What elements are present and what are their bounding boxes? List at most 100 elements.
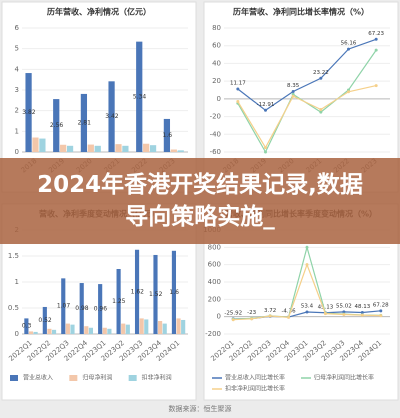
y-tick-label: 0 (15, 148, 19, 156)
bar (60, 144, 67, 152)
point (379, 314, 383, 318)
y-tick-label: -200 (205, 330, 221, 338)
legend-label: 扣非净利润同比增长率 (225, 385, 285, 393)
point (236, 100, 240, 104)
y-tick-label: -40 (210, 130, 221, 138)
bar (80, 93, 88, 152)
point (374, 37, 378, 41)
point (268, 314, 272, 318)
chart-title: 历年营收、净利情况（亿元） (47, 7, 151, 17)
y-tick-label: 60 (212, 42, 221, 50)
point (264, 146, 267, 150)
point (305, 310, 309, 314)
bar (94, 145, 101, 152)
legend-swatch (10, 375, 18, 381)
data-label: 2.81 (78, 119, 92, 126)
y-tick-label: 800 (208, 243, 221, 251)
data-label: 23.22 (313, 70, 329, 76)
bar (115, 144, 122, 152)
data-label: 1.62 (131, 288, 145, 295)
bar (136, 41, 143, 152)
data-label: 8.35 (287, 83, 300, 89)
y-tick-label: 80 (212, 24, 221, 32)
data-label: 0.3 (22, 323, 32, 330)
legend-swatch (69, 375, 78, 381)
point (379, 309, 383, 313)
data-label: 48.13 (354, 304, 370, 310)
y-tick-label: 1 (15, 127, 19, 135)
data-label: 45.13 (318, 304, 334, 310)
point (374, 84, 378, 88)
data-label: 1.6 (169, 289, 179, 296)
data-label: 53.4 (301, 304, 314, 310)
banner-title: 2024年香港开奖结果记录,数据导向策略实施_ (37, 172, 363, 230)
data-label: 3.72 (264, 308, 276, 314)
bar (171, 250, 177, 334)
y-tick-label: 2 (15, 107, 19, 115)
data-label: 3.82 (22, 109, 36, 116)
y-tick-label: 600 (208, 261, 221, 269)
source: 数据来源：恒生聚源 (169, 404, 232, 413)
data-label: 1.25 (112, 298, 126, 305)
bar (32, 137, 39, 152)
data-label: 55.02 (336, 303, 352, 309)
y-tick-label: 0 (15, 330, 19, 338)
bar (139, 318, 144, 334)
point (323, 312, 327, 316)
bar (70, 324, 75, 334)
data-label: 1.07 (57, 303, 71, 310)
data-label: 0.96 (94, 306, 108, 313)
bar (181, 319, 186, 334)
bar (177, 150, 184, 152)
data-label: 1.52 (149, 291, 163, 298)
bar (84, 326, 89, 334)
bar (144, 319, 149, 334)
bar (39, 138, 46, 152)
data-label: 0.52 (38, 317, 52, 324)
point (236, 87, 240, 91)
bar (116, 269, 121, 334)
bar (122, 145, 129, 152)
y-tick-label: 200 (208, 295, 221, 303)
legend-label: 归母净利润 (82, 374, 112, 382)
point (264, 108, 267, 112)
bar (149, 145, 157, 152)
data-label: 1.6 (162, 132, 172, 139)
chart-title: 历年营收、净利同比增长率情况（%） (233, 7, 369, 17)
point (287, 315, 291, 319)
bar (170, 149, 177, 152)
y-tick-label: -20 (210, 113, 221, 121)
data-label: -23 (247, 310, 256, 316)
bar (53, 99, 60, 152)
legend-label: 扣非净利润 (142, 374, 172, 382)
y-tick-label: 6 (15, 24, 20, 32)
point (342, 313, 346, 316)
data-label: 11.17 (230, 80, 246, 86)
bar (134, 249, 140, 334)
data-label: 3.42 (105, 113, 119, 120)
point (374, 48, 378, 52)
bar (163, 118, 171, 152)
point (360, 313, 364, 317)
bar (158, 321, 163, 334)
bar (87, 144, 94, 152)
line (237, 84, 377, 149)
data-label: -4.36 (281, 309, 296, 315)
bar (162, 323, 167, 334)
point (264, 150, 267, 154)
data-label: 0.98 (75, 305, 89, 312)
y-tick-label: 0 (217, 95, 221, 103)
bar (108, 81, 115, 152)
point (347, 90, 350, 94)
y-tick-label: 0 (217, 313, 221, 321)
y-tick-label: 1 (15, 278, 19, 286)
point (250, 317, 254, 321)
data-label: 2.56 (50, 122, 64, 129)
point (347, 47, 350, 51)
bar (28, 331, 34, 334)
point (360, 310, 364, 314)
point (319, 76, 323, 80)
bar (102, 327, 107, 334)
y-tick-label: 400 (208, 278, 221, 286)
